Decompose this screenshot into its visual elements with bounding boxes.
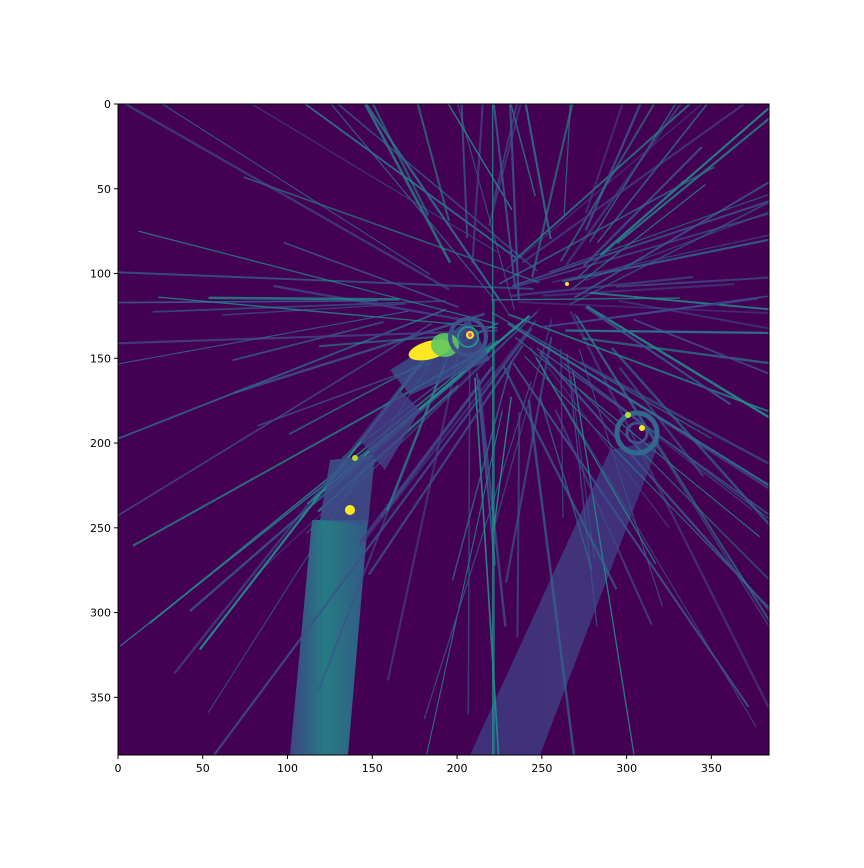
x-tick-label: 50 <box>196 762 210 775</box>
y-tick-label: 50 <box>97 183 111 196</box>
hotspot-green <box>431 333 459 357</box>
x-axis: 0 50 100 150 200 250 300 350 <box>115 755 722 775</box>
x-tick-label: 350 <box>701 762 722 775</box>
y-tick-label: 150 <box>90 352 111 365</box>
y-tick-label: 250 <box>90 522 111 535</box>
x-tick-label: 300 <box>616 762 637 775</box>
x-tick-label: 250 <box>531 762 552 775</box>
y-tick-label: 200 <box>90 437 111 450</box>
hotspot-lower-left-2 <box>352 455 358 461</box>
hotspot-top <box>565 282 569 286</box>
y-tick-label: 300 <box>90 607 111 620</box>
ray-line <box>209 298 400 300</box>
y-tick-label: 0 <box>104 98 111 111</box>
hotspot-lower-left <box>345 505 355 515</box>
x-tick-label: 150 <box>362 762 383 775</box>
y-axis: 0 50 100 150 200 250 300 350 <box>90 98 118 704</box>
x-tick-label: 200 <box>447 762 468 775</box>
x-tick-label: 100 <box>277 762 298 775</box>
x-tick-label: 0 <box>115 762 122 775</box>
y-tick-label: 100 <box>90 268 111 281</box>
y-tick-label: 350 <box>90 691 111 704</box>
